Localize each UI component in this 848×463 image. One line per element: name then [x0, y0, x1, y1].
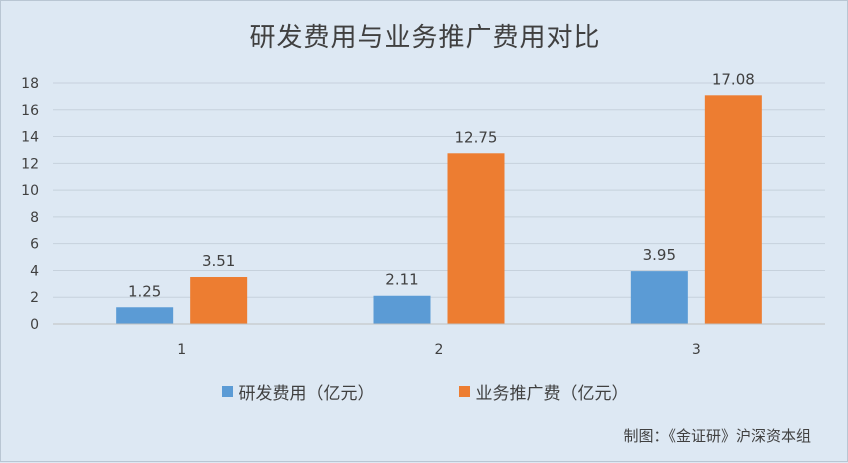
legend-label-series-1: 研发费用（亿元） — [238, 384, 375, 404]
bar-series-1 — [116, 307, 174, 324]
data-label: 1.25 — [128, 282, 161, 300]
chart-title: 研发费用与业务推广费用对比 — [249, 23, 601, 53]
gridlines — [53, 82, 825, 298]
y-tick-label: 0 — [30, 317, 39, 333]
y-tick-label: 8 — [30, 210, 39, 226]
bar-series-1 — [630, 271, 688, 324]
y-axis: 0 2 4 6 8 10 12 14 16 18 — [21, 76, 39, 333]
data-label: 12.75 — [455, 128, 498, 146]
source-note: 制图：《金证研》沪深资本组 — [623, 427, 811, 445]
data-label: 17.08 — [712, 70, 755, 88]
bar-series-2 — [704, 95, 762, 324]
y-tick-label: 2 — [30, 290, 39, 306]
bars: 1.25 3.51 2.11 12.75 3.95 17.08 — [116, 70, 762, 324]
data-label: 2.11 — [385, 271, 418, 289]
legend-item-series-1: 研发费用（亿元） — [221, 379, 375, 404]
legend-label-series-2: 业务推广费（亿元） — [475, 384, 629, 404]
x-axis: 1 2 3 — [53, 323, 825, 358]
y-tick-label: 6 — [30, 237, 39, 253]
bar-series-2 — [447, 153, 505, 324]
x-tick-label: 3 — [692, 342, 701, 358]
legend: 研发费用（亿元） 业务推广费（亿元） — [1, 379, 848, 404]
legend-swatch-series-1 — [221, 386, 233, 397]
data-label: 3.95 — [643, 246, 676, 264]
y-tick-label: 16 — [21, 103, 39, 119]
bar-series-1 — [373, 295, 431, 324]
bar-series-2 — [190, 277, 248, 324]
data-label: 3.51 — [202, 252, 235, 270]
y-tick-label: 10 — [21, 183, 39, 199]
y-tick-label: 14 — [21, 130, 39, 146]
y-tick-label: 12 — [21, 156, 39, 172]
legend-swatch-series-2 — [458, 386, 470, 397]
x-tick-label: 2 — [435, 342, 444, 358]
y-tick-label: 4 — [30, 263, 39, 279]
x-tick-label: 1 — [177, 342, 186, 358]
legend-item-series-2: 业务推广费（亿元） — [458, 379, 629, 404]
y-tick-label: 18 — [21, 76, 39, 92]
